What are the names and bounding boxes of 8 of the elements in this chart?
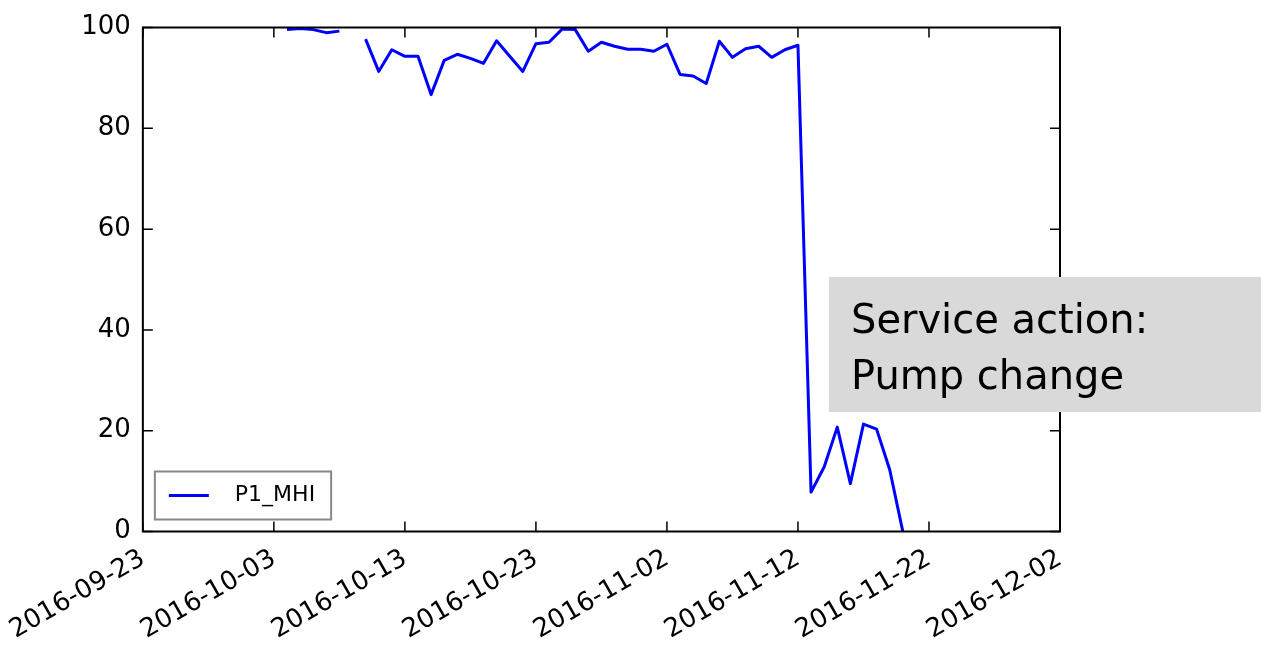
- y-tick-label: 60: [97, 211, 131, 242]
- y-tick-label: 40: [97, 312, 131, 343]
- legend-label: P1_MHI: [234, 481, 316, 508]
- y-tick-label: 0: [114, 514, 131, 545]
- annotation: Service action: Pump change: [851, 295, 1149, 400]
- y-tick-label: 80: [97, 111, 131, 142]
- y-tick-label: 20: [97, 413, 131, 444]
- y-tick-label: 100: [81, 10, 131, 41]
